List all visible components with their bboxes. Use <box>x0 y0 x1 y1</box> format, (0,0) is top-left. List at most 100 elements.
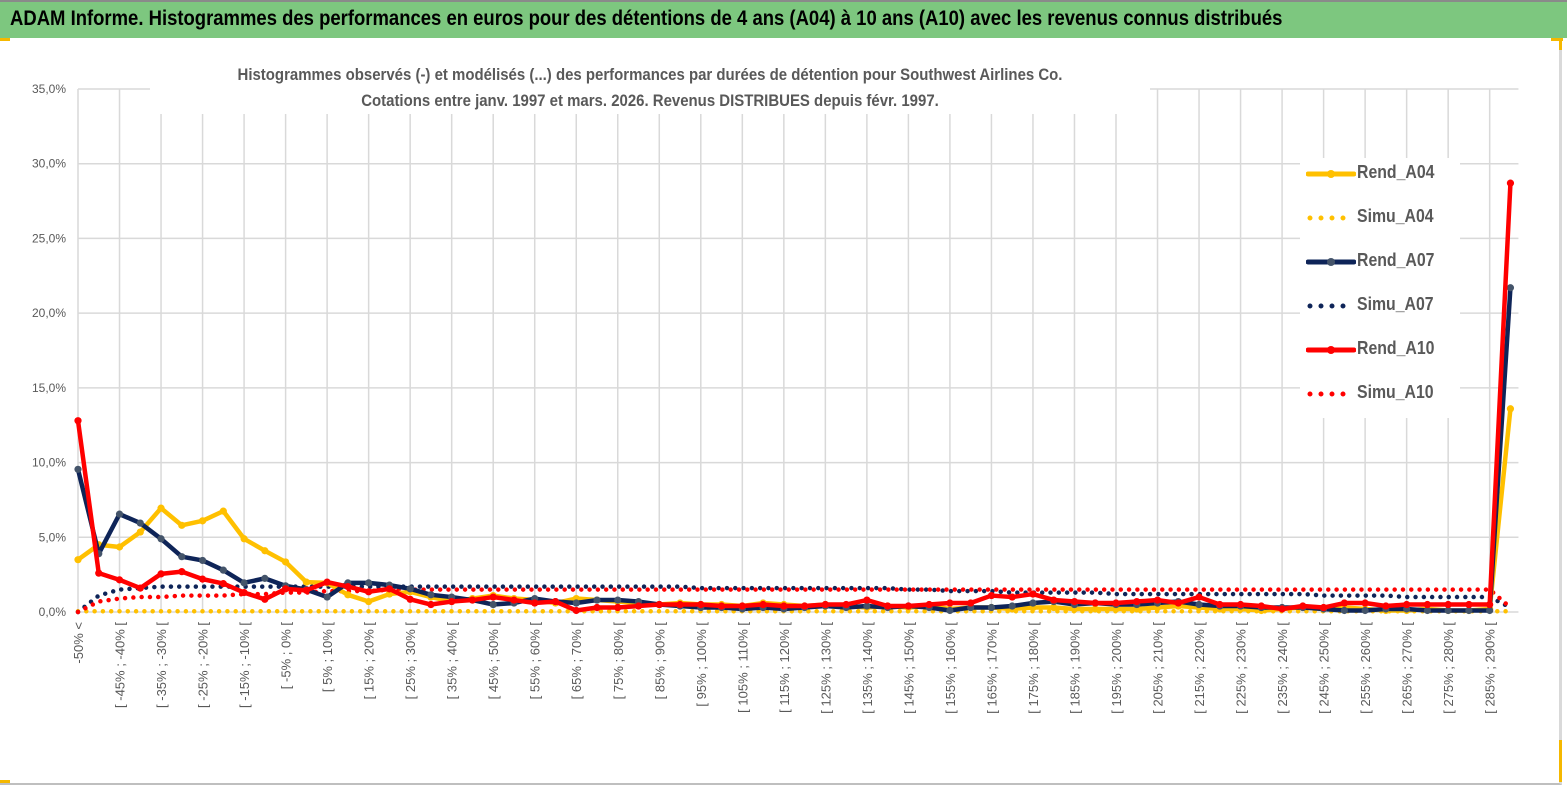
series-group <box>74 179 1515 615</box>
data-point <box>987 603 996 612</box>
data-point <box>115 543 124 551</box>
data-point <box>344 591 352 599</box>
data-point <box>365 579 373 587</box>
data-point <box>1133 597 1141 606</box>
x-tick-label: [ 95% ; 100% [ <box>694 622 709 707</box>
data-point <box>1008 593 1016 601</box>
data-point <box>1050 603 1058 612</box>
x-tick-label: [ 175% ; 180% [ <box>1026 622 1041 714</box>
data-point <box>676 600 684 609</box>
data-point <box>1486 600 1494 609</box>
x-tick-label: [ -45% ; -40% [ <box>113 622 128 708</box>
data-point <box>884 602 892 610</box>
data-point <box>1506 179 1515 187</box>
legend-label: Simu_A07 <box>1357 294 1434 314</box>
data-point <box>780 602 788 610</box>
data-point <box>551 597 560 606</box>
legend-item-simu_a07: Simu_A07 <box>1300 290 1460 320</box>
data-point <box>717 602 726 610</box>
data-point <box>1236 600 1245 609</box>
corner-mark <box>0 38 10 41</box>
report-title: ADAM Informe. Histogrammes des performan… <box>10 7 1283 30</box>
data-point <box>1403 600 1411 609</box>
solid-line-swatch-icon <box>1306 170 1356 178</box>
data-point <box>946 599 954 607</box>
legend-label: Rend_A04 <box>1357 162 1435 182</box>
data-point <box>385 590 393 598</box>
dotted-line-swatch-icon <box>1307 391 1356 397</box>
data-point <box>427 600 435 609</box>
data-point <box>1320 603 1328 612</box>
x-tick-label: [ 15% ; 20% [ <box>362 622 377 700</box>
legend-label: Simu_A10 <box>1357 382 1434 402</box>
data-point <box>406 595 414 603</box>
data-point <box>1091 599 1099 607</box>
data-point <box>323 593 331 601</box>
data-point <box>1340 606 1348 615</box>
corner-mark <box>0 780 10 783</box>
y-tick-label: 0,0% <box>39 605 67 619</box>
legend-label: Rend_A10 <box>1357 338 1435 358</box>
legend-label: Rend_A07 <box>1357 250 1435 270</box>
corner-mark <box>1559 38 1562 50</box>
data-point <box>593 603 601 612</box>
data-point <box>178 521 186 529</box>
data-point <box>157 504 165 512</box>
y-tick-label: 5,0% <box>39 530 67 544</box>
x-tick-label: [ 155% ; 160% [ <box>943 622 958 714</box>
data-point <box>1091 605 1099 613</box>
x-tick-label: [ 85% ; 90% [ <box>652 622 667 700</box>
x-tick-label: [ 215% ; 220% [ <box>1192 622 1207 714</box>
data-point <box>406 585 414 593</box>
data-point <box>531 599 539 607</box>
data-point <box>115 510 124 518</box>
data-point <box>1465 600 1473 609</box>
data-point <box>1278 605 1286 613</box>
data-point <box>302 586 310 594</box>
x-tick-label: [ 265% ; 270% [ <box>1400 622 1415 714</box>
x-tick-label: [ 185% ; 190% [ <box>1067 622 1082 714</box>
x-tick-label: [ 165% ; 170% [ <box>984 622 999 714</box>
x-tick-label: [ 45% ; 50% [ <box>486 622 501 700</box>
solid-line-swatch-icon <box>1306 346 1356 354</box>
data-point <box>136 528 144 536</box>
chart-title-block: Histogrammes observés (-) et modélisés (… <box>150 62 1150 114</box>
legend-marker <box>1327 258 1335 266</box>
x-tick-label: [ -15% ; -10% [ <box>237 622 252 708</box>
data-point <box>136 584 144 592</box>
x-tick-label: [ 35% ; 40% [ <box>445 622 460 700</box>
data-point <box>1361 599 1369 607</box>
data-point <box>261 574 269 582</box>
series-line-rend_a07 <box>75 287 1513 613</box>
chart-frame <box>0 40 1562 785</box>
data-point <box>655 600 663 609</box>
data-point <box>198 556 207 565</box>
data-point <box>261 595 269 603</box>
data-point <box>925 600 933 609</box>
x-tick-label: [ -5% ; 0% [ <box>279 622 294 690</box>
data-point <box>261 547 269 555</box>
x-tick-label: -50% < <box>71 622 86 664</box>
data-point <box>1299 602 1307 610</box>
y-tick-label: 15,0% <box>32 381 66 395</box>
data-point <box>219 580 227 588</box>
data-point <box>74 465 82 473</box>
corner-mark <box>1551 38 1563 41</box>
data-point <box>240 579 248 587</box>
x-tick-label: [ 235% ; 240% [ <box>1275 622 1290 714</box>
data-point <box>759 600 767 609</box>
data-point <box>1486 606 1494 615</box>
legend-item-rend_a10: Rend_A10 <box>1300 334 1460 364</box>
y-axis-ticks: 0,0% 5,0% 10,0% 15,0% 20,0% 25,0% 30,0% 35,0% <box>32 82 66 619</box>
data-point <box>365 597 373 606</box>
legend-marker <box>1327 170 1335 178</box>
data-point <box>1070 597 1079 606</box>
data-point <box>136 519 144 527</box>
data-point <box>821 600 829 609</box>
data-point <box>1506 284 1515 292</box>
data-point <box>863 602 871 610</box>
x-tick-label: [ 245% ; 250% [ <box>1317 622 1332 714</box>
x-tick-label: [ 125% ; 130% [ <box>818 622 833 714</box>
data-point <box>198 575 207 583</box>
